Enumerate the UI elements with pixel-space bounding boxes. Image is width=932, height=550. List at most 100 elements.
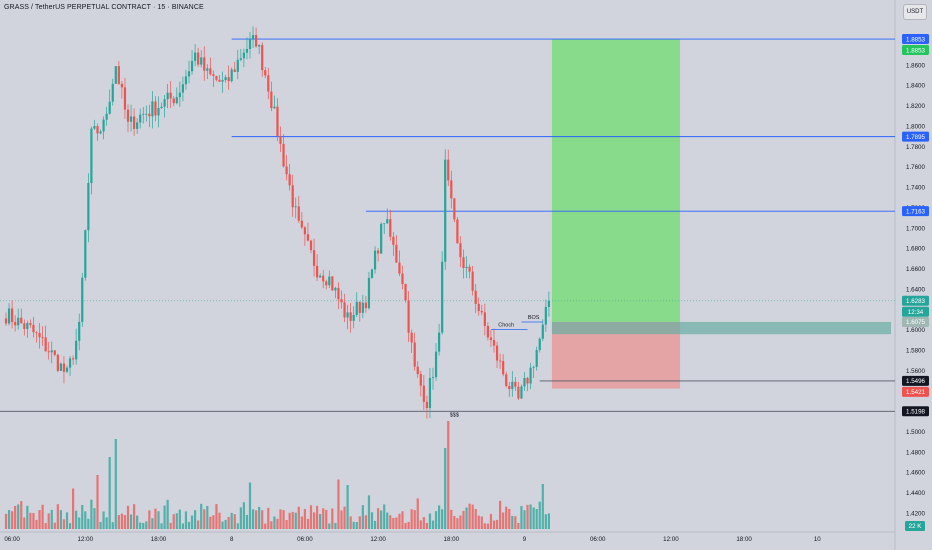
- volume-bar: [349, 516, 352, 529]
- grid: [0, 0, 896, 550]
- candle-body: [72, 358, 75, 360]
- candle-body: [160, 106, 163, 109]
- candle-body: [471, 271, 474, 291]
- candle-body: [215, 75, 218, 80]
- candle-body: [206, 68, 209, 71]
- candle-body: [352, 314, 355, 321]
- volume-bar: [392, 517, 395, 529]
- volume-bar: [84, 511, 87, 529]
- price-axis[interactable]: 1.8600 1.8400 1.8200 1.8000 1.7800 1.7600 1.74…: [906, 62, 925, 517]
- volume-bar: [422, 517, 425, 529]
- candle-body: [410, 332, 413, 343]
- volume-bar: [444, 448, 447, 529]
- candle-body: [279, 136, 282, 144]
- volume-bar: [526, 504, 529, 529]
- candle-body: [224, 77, 227, 81]
- candle-body: [529, 367, 532, 384]
- time-axis-label: 12:00: [78, 536, 94, 543]
- volume-bar: [364, 515, 367, 529]
- volume-bar: [157, 511, 160, 529]
- candle-body: [38, 333, 41, 338]
- volume-bar: [316, 505, 319, 529]
- volume-bar: [386, 512, 389, 529]
- candle-body: [383, 223, 386, 225]
- volume-bar: [151, 518, 154, 529]
- currency-button[interactable]: USDT: [903, 4, 927, 20]
- candle-body: [236, 59, 239, 72]
- volume-bar: [340, 510, 343, 529]
- candle-body: [53, 350, 56, 355]
- candle-body: [306, 234, 310, 241]
- chart-title: GRASS / TetherUS PERPETUAL CONTRACT · 15…: [4, 4, 204, 11]
- volume-bar: [267, 507, 270, 529]
- time-axis[interactable]: 06:00 12:00 18:00 8 06:00 12:00 18:00 9 06:00 12:…: [4, 536, 821, 543]
- volume-bar: [334, 522, 337, 529]
- volume-bar: [529, 504, 532, 529]
- candle-body: [59, 363, 62, 371]
- candle-body: [334, 287, 337, 291]
- candle-body: [123, 87, 127, 110]
- candle-body: [56, 354, 59, 371]
- candle-body: [270, 91, 273, 109]
- candle-body: [322, 275, 325, 282]
- annotation-label: Choch: [498, 323, 514, 329]
- candle-body: [90, 128, 93, 184]
- price-tag: [902, 316, 929, 327]
- volume-bar: [175, 513, 178, 529]
- volume-bar: [111, 522, 114, 529]
- candle-body: [139, 114, 142, 123]
- candle-body: [23, 323, 26, 329]
- volume-bar: [47, 513, 50, 529]
- candle-body: [99, 131, 102, 134]
- volume-bar: [346, 485, 349, 529]
- candle-body: [337, 287, 340, 300]
- candle-body: [407, 300, 410, 333]
- volume-bar: [264, 523, 267, 529]
- countdown-tag: [902, 306, 929, 317]
- candle-body: [431, 377, 435, 378]
- volume-bar: [142, 523, 145, 529]
- volume-bar: [126, 505, 130, 529]
- volume-bar: [221, 521, 224, 529]
- volume-bar: [139, 522, 142, 529]
- volume-bar: [50, 509, 53, 529]
- volume-bar: [312, 512, 316, 529]
- candle-body: [401, 273, 404, 285]
- time-axis-label: 18:00: [444, 536, 460, 543]
- volume-tag-label: 22 K: [909, 523, 923, 530]
- volume-bar: [81, 505, 84, 529]
- volume-bar: [105, 517, 108, 529]
- candle-body: [264, 70, 267, 76]
- volume-bar: [520, 506, 523, 529]
- volume-bar: [99, 521, 102, 529]
- volume-bar: [145, 521, 148, 529]
- price-axis-label: 1.6400: [906, 286, 925, 293]
- volume-bar: [425, 522, 428, 529]
- price-axis-label: 1.8400: [906, 83, 925, 90]
- candle-body: [184, 76, 188, 85]
- candle-body: [29, 323, 32, 325]
- candle-body: [285, 166, 288, 175]
- price-tag: [902, 206, 929, 217]
- candle-body: [511, 381, 514, 390]
- candle-body: [96, 126, 99, 134]
- volume-bar: [133, 504, 136, 529]
- candle-body: [325, 281, 328, 286]
- time-axis-label: 06:00: [4, 536, 20, 543]
- candle-body: [367, 277, 371, 309]
- annotation-label: BOS: [528, 315, 540, 321]
- price-axis-label: 1.4200: [906, 510, 925, 517]
- volume-bar: [465, 507, 468, 529]
- candle-body: [255, 34, 258, 47]
- candle-body: [154, 101, 157, 116]
- volume-bar: [38, 510, 41, 529]
- candle-body: [492, 340, 496, 346]
- time-axis-label: 10: [814, 536, 821, 543]
- volume-bar: [41, 504, 44, 529]
- volume-bar: [44, 523, 47, 529]
- volume-bar: [23, 517, 26, 529]
- price-tag: [902, 34, 929, 45]
- volume-bar: [468, 503, 471, 529]
- volume-bar: [373, 520, 377, 529]
